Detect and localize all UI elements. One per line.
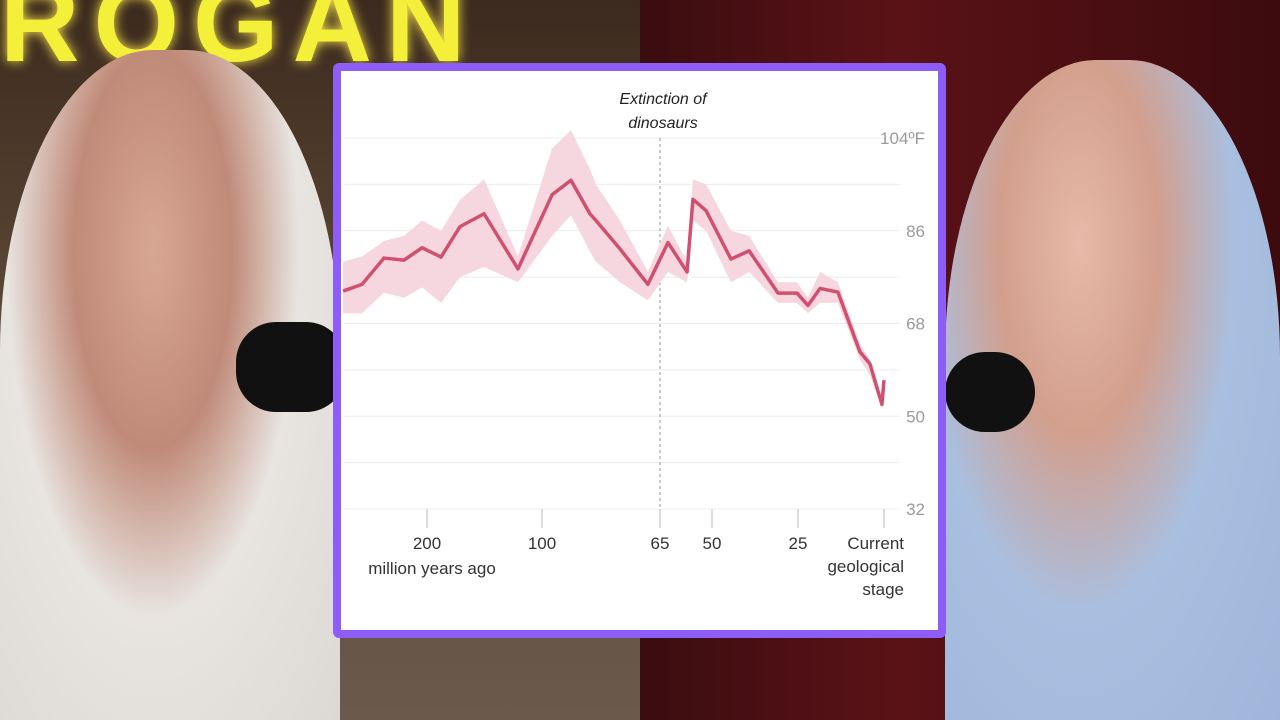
x-tick-label-current: geological	[827, 557, 904, 576]
y-tick-label: 68	[906, 315, 925, 334]
x-tick-label-current: Current	[847, 534, 904, 553]
y-tick-label: 32	[906, 500, 925, 519]
y-tick-label: 86	[906, 222, 925, 241]
x-tick-label: 50	[703, 534, 722, 553]
x-tick-label: 65	[651, 534, 670, 553]
temperature-line	[342, 178, 886, 407]
gridlines	[343, 137, 900, 510]
y-tick-label: 50	[906, 407, 925, 426]
annotation-line-2: dinosaurs	[628, 115, 697, 132]
microphone-right	[945, 352, 1035, 432]
y-axis: 104ºF 86 68 50 32	[880, 129, 925, 519]
annotation-line-1: Extinction of	[619, 91, 708, 108]
x-axis-title: million years ago	[368, 559, 496, 578]
x-tick-label-current: stage	[862, 580, 904, 599]
x-tick-label: 200	[413, 534, 441, 553]
x-tick-label: 100	[528, 534, 556, 553]
y-tick-label: 104ºF	[880, 129, 925, 148]
microphone-left	[236, 322, 346, 412]
x-axis: 200 100 65 50 25 Current geological stage	[413, 509, 904, 599]
chart-panel	[333, 63, 946, 638]
x-tick-label: 25	[789, 534, 808, 553]
uncertainty-band	[343, 130, 884, 409]
